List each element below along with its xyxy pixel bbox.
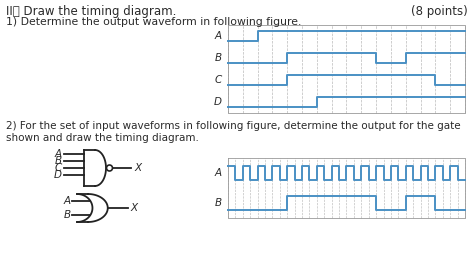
Text: D: D (54, 170, 62, 180)
Text: D: D (214, 97, 222, 107)
Text: X: X (131, 203, 138, 213)
Text: A: A (215, 31, 222, 41)
Text: 1) Determine the output waveform in following figure.: 1) Determine the output waveform in foll… (6, 17, 301, 27)
Text: B: B (55, 156, 62, 166)
Text: C: C (55, 163, 62, 173)
Text: A: A (64, 196, 71, 206)
Text: B: B (215, 53, 222, 63)
Text: 2) For the set of input waveforms in following figure, determine the output for : 2) For the set of input waveforms in fol… (6, 121, 461, 131)
Text: A: A (215, 168, 222, 178)
Text: (8 points): (8 points) (411, 5, 468, 18)
Text: B: B (215, 198, 222, 208)
Circle shape (107, 165, 112, 171)
Text: A: A (55, 149, 62, 159)
Text: B: B (64, 210, 71, 220)
Text: II、 Draw the timing diagram.: II、 Draw the timing diagram. (6, 5, 176, 18)
Text: shown and draw the timing diagram.: shown and draw the timing diagram. (6, 133, 199, 143)
Text: C: C (215, 75, 222, 85)
Text: X: X (135, 163, 142, 173)
